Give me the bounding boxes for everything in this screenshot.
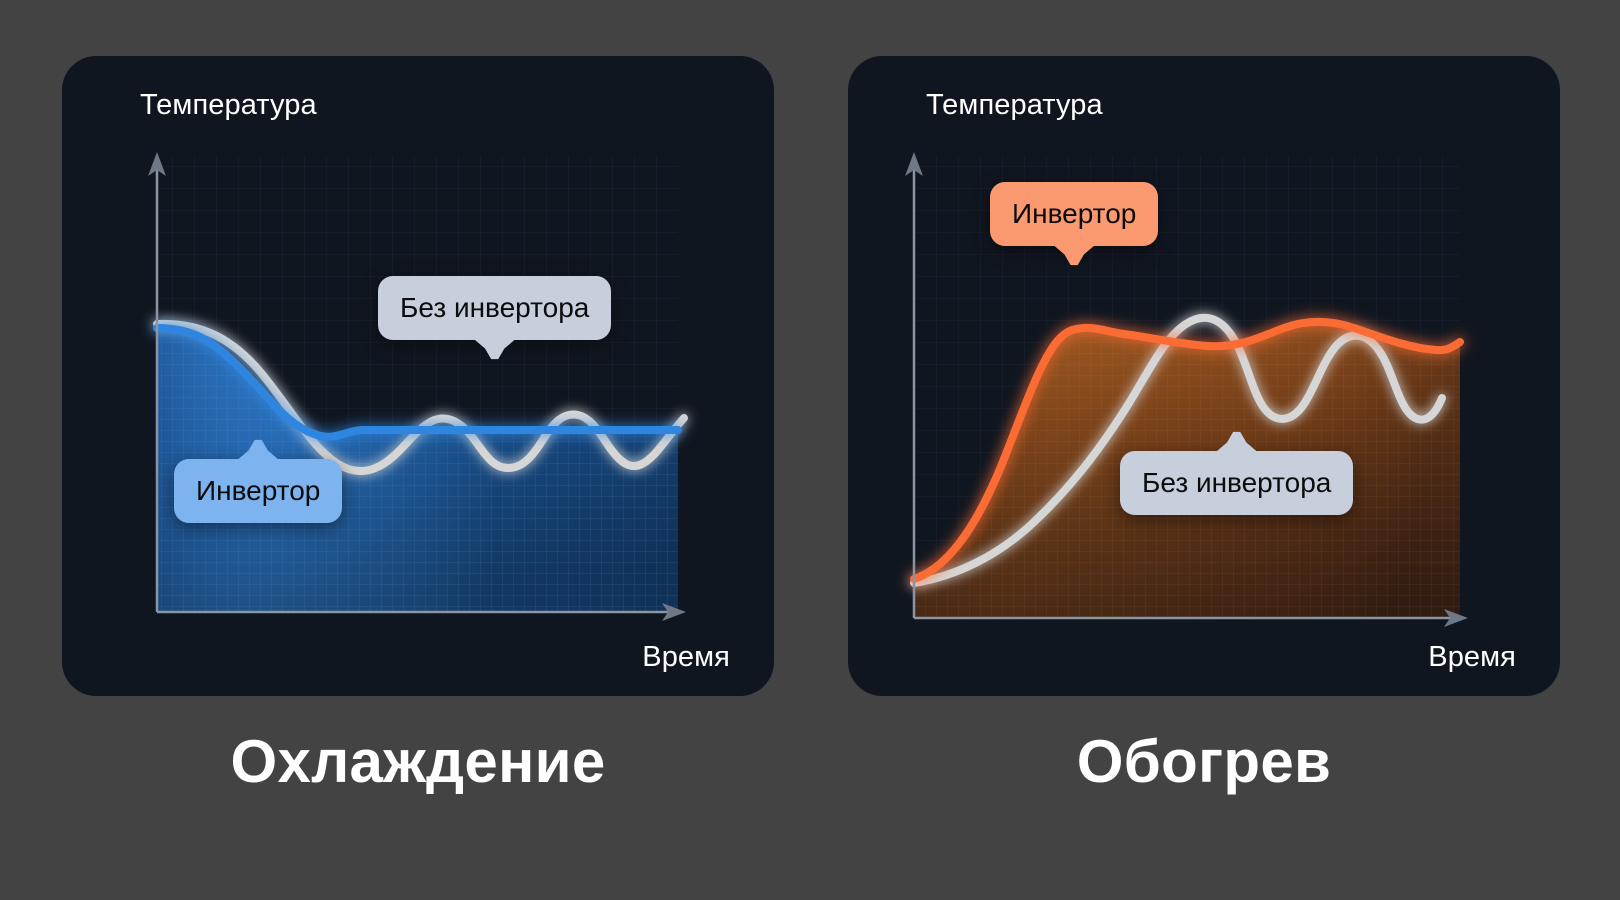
y-axis-label: Температура: [140, 89, 317, 121]
callout-label: Без инвертора: [1142, 467, 1332, 498]
series-area-inverter: [914, 322, 1460, 618]
chart-cooling: [62, 56, 774, 696]
callout-inverter-cooling[interactable]: Инвертор: [174, 439, 343, 523]
panel-cooling: Температура Время Без инвертора Инвертор: [62, 56, 774, 696]
x-axis-label: Время: [642, 641, 730, 673]
caption-heating: Обогрев: [1076, 728, 1332, 795]
series-line-inverter: [153, 324, 682, 441]
axis-lines: [905, 152, 1468, 627]
series-line-inverter: [910, 318, 1464, 583]
callout-no-inverter-cooling[interactable]: Без инвертора: [378, 276, 612, 360]
callout-no-inverter-heating[interactable]: Без инвертора: [1120, 431, 1354, 515]
axis-lines: [148, 152, 686, 621]
callout-label: Инвертор: [196, 475, 321, 506]
callout-inverter-heating[interactable]: Инвертор: [990, 182, 1159, 266]
panel-heating: Температура Время Инвертор Без инвертора: [848, 56, 1560, 696]
y-axis-label: Температура: [926, 89, 1103, 121]
caption-cooling: Охлаждение: [230, 728, 606, 795]
callout-label: Без инвертора: [400, 292, 590, 323]
callout-label: Инвертор: [1012, 198, 1137, 229]
chart-heating: [848, 56, 1560, 696]
series-line-no-inverter: [153, 319, 688, 476]
series-line-no-inverter: [910, 313, 1446, 587]
x-axis-label: Время: [1428, 641, 1516, 673]
